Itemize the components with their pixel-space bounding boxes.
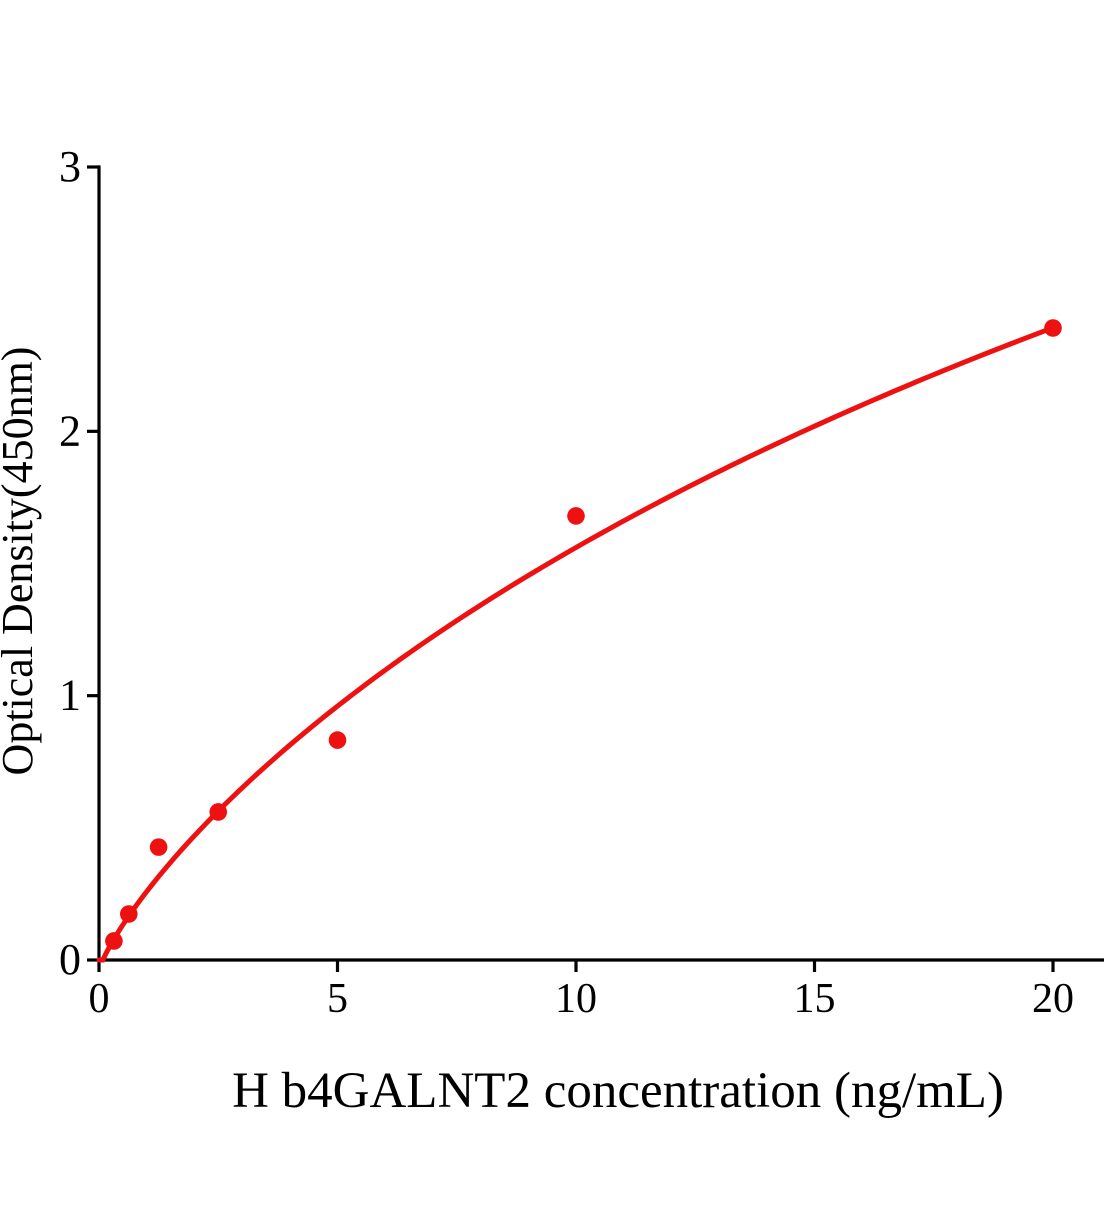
svg-text:10: 10	[555, 976, 597, 1022]
svg-text:1: 1	[59, 671, 81, 720]
svg-text:15: 15	[794, 976, 836, 1022]
svg-text:H b4GALNT2 concentration (ng/m: H b4GALNT2 concentration (ng/mL)	[232, 1063, 1004, 1119]
svg-text:3: 3	[59, 142, 81, 191]
svg-text:Optical Density(450nm): Optical Density(450nm)	[0, 347, 42, 776]
svg-text:20: 20	[1032, 976, 1074, 1022]
svg-text:0: 0	[59, 935, 81, 984]
svg-text:0: 0	[89, 976, 110, 1022]
svg-text:2: 2	[59, 406, 81, 455]
svg-text:5: 5	[327, 976, 348, 1022]
